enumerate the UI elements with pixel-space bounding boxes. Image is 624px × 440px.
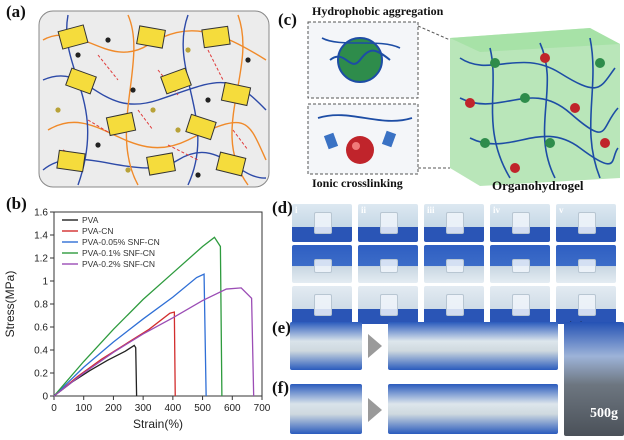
x-tick-label: 700 xyxy=(254,403,271,414)
y-tick-label: 0.6 xyxy=(34,323,48,334)
panel-c-schematic xyxy=(307,21,620,186)
panel-e-photo-stretched xyxy=(388,322,558,370)
y-tick-label: 1 xyxy=(42,277,48,288)
gel-sample xyxy=(314,259,332,273)
panel-d-photo: iv xyxy=(490,204,550,242)
series-line-snf_02 xyxy=(53,287,255,397)
series-line-pva_cn xyxy=(53,311,176,397)
series-line-pva xyxy=(53,344,138,397)
y-axis-label: Stress(MPa) xyxy=(3,271,17,338)
gel-sample xyxy=(578,294,596,316)
panel-f-label: (f) xyxy=(272,378,289,397)
panel-d-column-label: iii xyxy=(427,205,435,215)
legend-label-snf_005: PVA-0.05% SNF-CN xyxy=(82,237,160,247)
gel-sample xyxy=(380,212,398,234)
panel-b-label: (b) xyxy=(6,194,27,213)
y-tick-label: 1.4 xyxy=(34,231,48,242)
panel-d-photo xyxy=(556,245,616,283)
panel-d-photo: iii xyxy=(424,204,484,242)
panel-d-photo xyxy=(358,286,418,324)
panel-d-column-label: i xyxy=(295,205,298,215)
gel-sample xyxy=(446,212,464,234)
gel-sample xyxy=(578,259,596,273)
panel-d-column-label: v xyxy=(559,205,564,215)
panel-g-photo xyxy=(564,322,624,436)
series-line-snf_01 xyxy=(53,236,223,397)
x-axis-label: Strain(%) xyxy=(133,417,183,431)
legend-label-snf_01: PVA-0.1% SNF-CN xyxy=(82,248,155,258)
legend-label-pva_cn: PVA-CN xyxy=(82,226,114,236)
panel-c-label: (c) xyxy=(278,10,297,29)
arrow-e xyxy=(368,334,382,358)
panel-d-photo xyxy=(292,245,352,283)
organohydrogel-label: Organohydrogel xyxy=(492,178,584,193)
panel-d-label: (d) xyxy=(272,198,293,217)
gel-sample xyxy=(512,259,530,273)
gel-sample xyxy=(314,294,332,316)
panel-f-photo-stretched xyxy=(388,384,558,434)
panel-d-photo: v xyxy=(556,204,616,242)
y-tick-label: 0.2 xyxy=(34,369,48,380)
panel-d-column-label: iv xyxy=(493,205,501,215)
arrow-f xyxy=(368,398,382,422)
panel-d-column-label: ii xyxy=(361,205,367,215)
gel-sample xyxy=(512,294,530,316)
legend-label-snf_02: PVA-0.2% SNF-CN xyxy=(82,259,155,269)
panel-d-photo xyxy=(424,245,484,283)
panel-a-label: (a) xyxy=(6,2,26,21)
panel-e-photo-before xyxy=(290,322,362,370)
panel-d-photo xyxy=(490,286,550,324)
y-tick-label: 1.6 xyxy=(34,208,48,219)
x-tick-label: 100 xyxy=(75,403,92,414)
ionic-crosslinking-label: Ionic crosslinking xyxy=(312,176,403,190)
panel-d-photo: ii xyxy=(358,204,418,242)
series-line-snf_005 xyxy=(53,273,207,397)
panel-f-photo-before xyxy=(290,384,362,434)
x-tick-label: 0 xyxy=(51,403,57,414)
panel-e-label: (e) xyxy=(272,318,291,337)
panel-d-photo xyxy=(292,286,352,324)
legend-label-pva: PVA xyxy=(82,215,99,225)
gel-sample xyxy=(380,294,398,316)
x-tick-label: 300 xyxy=(135,403,152,414)
gel-sample xyxy=(446,259,464,273)
gel-sample xyxy=(314,212,332,234)
panel-d-photo xyxy=(424,286,484,324)
y-tick-label: 1.2 xyxy=(34,254,48,265)
x-tick-label: 500 xyxy=(194,403,211,414)
panel-d-photo xyxy=(556,286,616,324)
panel-a-schematic xyxy=(38,10,270,188)
panel-d-photo: i xyxy=(292,204,352,242)
y-tick-label: 0.8 xyxy=(34,300,48,311)
y-tick-label: 0 xyxy=(42,392,48,403)
x-tick-label: 600 xyxy=(224,403,241,414)
panel-d-photo xyxy=(358,245,418,283)
stress-strain-chart: 0 100 200 300 400 500 600 700 0 0.2 0.4 0.6 0.8 1 1.2 1… xyxy=(3,208,271,432)
gel-sample xyxy=(380,259,398,273)
hydrophobic-aggregation-label: Hydrophobic aggregation xyxy=(312,4,444,18)
x-tick-label: 400 xyxy=(165,403,182,414)
x-tick-label: 200 xyxy=(105,403,122,414)
gel-sample xyxy=(578,212,596,234)
gel-sample xyxy=(512,212,530,234)
y-tick-label: 0.4 xyxy=(34,346,48,357)
gel-sample xyxy=(446,294,464,316)
panel-d-photo xyxy=(490,245,550,283)
weight-label: 500g xyxy=(590,406,618,421)
